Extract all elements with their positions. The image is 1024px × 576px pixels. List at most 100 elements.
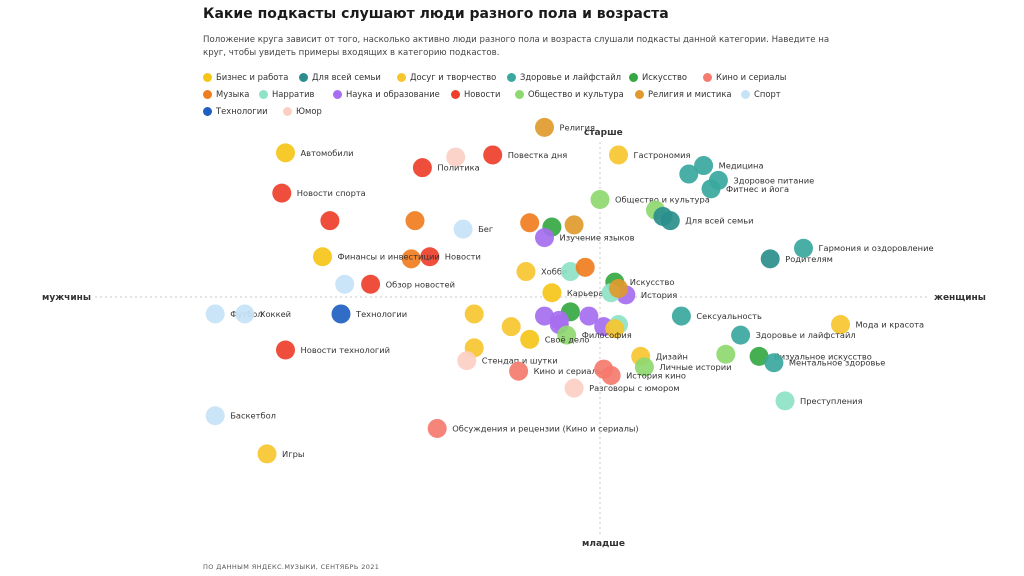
scatter-point[interactable]: Игры xyxy=(257,444,305,464)
point-circle[interactable] xyxy=(557,325,577,345)
point-circle[interactable] xyxy=(701,179,721,199)
point-circle[interactable] xyxy=(516,262,536,282)
scatter-point[interactable]: Здоровье и лайфстайл xyxy=(731,325,856,345)
point-circle[interactable] xyxy=(205,304,225,324)
point-circle[interactable] xyxy=(420,247,440,267)
scatter-point[interactable] xyxy=(535,306,554,326)
scatter-point[interactable] xyxy=(405,211,425,231)
point-circle[interactable] xyxy=(453,219,473,239)
scatter-point[interactable] xyxy=(401,249,421,269)
point-circle[interactable] xyxy=(605,319,625,339)
point-circle[interactable] xyxy=(205,406,225,426)
scatter-point[interactable]: История кино xyxy=(601,365,686,385)
point-circle[interactable] xyxy=(501,317,521,337)
point-circle[interactable] xyxy=(446,147,466,167)
point-circle[interactable] xyxy=(276,340,295,360)
point-circle[interactable] xyxy=(361,274,381,294)
point-circle[interactable] xyxy=(405,211,425,231)
scatter-point[interactable]: Визуальное искусство xyxy=(749,346,872,366)
point-circle[interactable] xyxy=(335,274,355,294)
scatter-point[interactable]: Автомобили xyxy=(276,143,354,163)
legend-item[interactable]: Досуг и творчество xyxy=(397,72,496,82)
legend-item[interactable]: Для всей семьи xyxy=(299,72,381,82)
scatter-point[interactable]: Новости спорта xyxy=(272,183,366,203)
point-circle[interactable] xyxy=(320,211,340,231)
point-circle[interactable] xyxy=(560,262,580,282)
scatter-point[interactable]: Своё дело xyxy=(520,329,589,349)
point-circle[interactable] xyxy=(464,304,484,324)
point-circle[interactable] xyxy=(660,211,680,231)
point-circle[interactable] xyxy=(590,189,610,209)
scatter-point[interactable] xyxy=(609,279,628,299)
point-circle[interactable] xyxy=(520,213,540,233)
scatter-point[interactable] xyxy=(320,211,340,231)
point-circle[interactable] xyxy=(257,444,277,464)
scatter-point[interactable]: Финансы и инвестиции xyxy=(313,247,440,267)
scatter-point[interactable]: Новости технологий xyxy=(276,340,390,360)
scatter-point[interactable]: Родителям xyxy=(760,249,833,269)
point-circle[interactable] xyxy=(276,143,295,163)
point-circle[interactable] xyxy=(564,378,584,398)
point-circle[interactable] xyxy=(609,279,628,299)
point-circle[interactable] xyxy=(412,158,432,178)
scatter-point[interactable]: Личные истории xyxy=(634,357,732,377)
legend-item[interactable]: Новости xyxy=(451,89,500,99)
scatter-point[interactable]: Философия xyxy=(557,325,632,345)
scatter-point[interactable] xyxy=(335,274,355,294)
legend-item[interactable]: Технологии xyxy=(203,106,268,116)
scatter-point[interactable] xyxy=(579,306,599,326)
legend-item[interactable]: Бизнес и работа xyxy=(203,72,288,82)
scatter-point[interactable] xyxy=(575,257,595,277)
scatter-point[interactable]: Религия xyxy=(535,117,595,137)
point-circle[interactable] xyxy=(235,304,255,324)
scatter-point[interactable]: Гастрономия xyxy=(609,145,691,165)
scatter-point[interactable]: Кино и сериалы xyxy=(509,361,603,381)
legend-item[interactable]: Искусство xyxy=(629,72,687,82)
point-circle[interactable] xyxy=(520,329,540,349)
scatter-point[interactable]: Баскетбол xyxy=(205,406,276,426)
point-circle[interactable] xyxy=(427,418,447,438)
legend-item[interactable]: Общество и культура xyxy=(515,89,624,99)
point-circle[interactable] xyxy=(671,306,691,326)
point-circle[interactable] xyxy=(535,228,554,248)
point-circle[interactable] xyxy=(575,257,595,277)
legend-item[interactable]: Кино и сериалы xyxy=(703,72,786,82)
scatter-point[interactable] xyxy=(520,213,540,233)
scatter-point[interactable] xyxy=(501,317,521,337)
point-circle[interactable] xyxy=(542,283,562,303)
scatter-point[interactable]: Новости xyxy=(420,247,481,267)
scatter-point[interactable]: Обзор новостей xyxy=(361,274,455,294)
point-circle[interactable] xyxy=(831,315,850,335)
point-circle[interactable] xyxy=(331,304,351,324)
point-circle[interactable] xyxy=(764,353,784,373)
point-circle[interactable] xyxy=(679,164,699,184)
scatter-point[interactable]: Общество и культура xyxy=(590,189,710,209)
scatter-point[interactable]: Хоккей xyxy=(235,304,291,324)
scatter-point[interactable] xyxy=(446,147,466,167)
scatter-point[interactable]: Повестка дня xyxy=(483,145,567,165)
point-circle[interactable] xyxy=(609,145,628,165)
point-circle[interactable] xyxy=(509,361,529,381)
point-circle[interactable] xyxy=(634,357,654,377)
scatter-point[interactable]: Мода и красота xyxy=(831,315,924,335)
scatter-point[interactable] xyxy=(464,304,484,324)
legend-item[interactable]: Здоровье и лайфстайл xyxy=(507,72,621,82)
point-circle[interactable] xyxy=(760,249,780,269)
point-circle[interactable] xyxy=(731,325,751,345)
scatter-point[interactable]: Ментальное здоровье xyxy=(764,353,885,373)
point-circle[interactable] xyxy=(794,238,813,258)
scatter-point[interactable]: Преступления xyxy=(775,391,863,411)
point-circle[interactable] xyxy=(749,346,769,366)
scatter-point[interactable] xyxy=(679,164,699,184)
scatter-point[interactable] xyxy=(716,344,736,364)
scatter-point[interactable]: Медицина xyxy=(694,156,764,176)
legend-item[interactable]: Наука и образование xyxy=(333,89,440,99)
scatter-point[interactable] xyxy=(564,215,584,235)
scatter-point[interactable]: Обсуждения и рецензии (Кино и сериалы) xyxy=(427,418,639,438)
scatter-point[interactable] xyxy=(605,319,625,339)
scatter-point[interactable]: Карьера xyxy=(542,283,603,303)
point-circle[interactable] xyxy=(716,344,736,364)
point-circle[interactable] xyxy=(313,247,332,267)
scatter-point[interactable]: Политика xyxy=(412,158,480,178)
legend-item[interactable]: Музыка xyxy=(203,89,249,99)
